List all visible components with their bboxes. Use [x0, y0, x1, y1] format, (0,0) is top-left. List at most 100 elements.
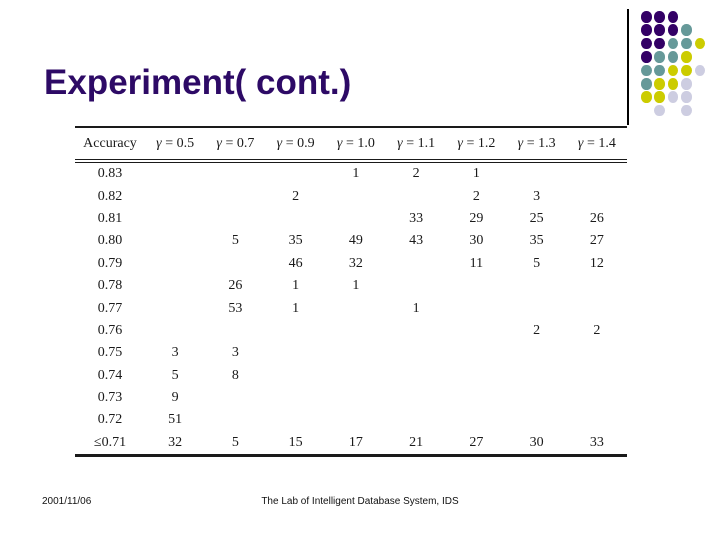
dot-purple — [667, 11, 679, 23]
dot-purple — [641, 11, 652, 23]
table-cell — [446, 297, 506, 319]
dot-lavender — [667, 91, 679, 103]
dot-purple — [654, 24, 665, 36]
dot-lavender — [681, 78, 692, 90]
table-cell — [386, 253, 446, 275]
table-cell — [266, 387, 326, 409]
table-cell: 17 — [325, 431, 386, 458]
dot-lavender — [654, 104, 665, 117]
dot-purple — [667, 24, 679, 36]
dot-yellow — [641, 91, 652, 103]
header-row: Accuracy γ = 0.5 γ = 0.7 γ = 0.9 γ = 1.0 γ = … — [75, 127, 627, 163]
row-label: 0.82 — [97, 188, 123, 204]
table-cell — [326, 208, 386, 230]
table-cell — [145, 253, 205, 275]
row-label: 0.75 — [97, 345, 123, 361]
table-cell — [386, 275, 446, 297]
column-header-gamma: γ = 1.1 — [386, 127, 447, 163]
table-cell: 3 — [533, 188, 541, 204]
table-cell — [386, 320, 446, 342]
column-header-gamma: γ = 0.5 — [145, 127, 206, 163]
dot-teal — [667, 51, 679, 63]
table-cell: 32 — [145, 431, 206, 458]
dot-yellow — [694, 37, 706, 50]
table-cell — [266, 409, 326, 431]
table-cell — [326, 320, 386, 342]
table-cell — [326, 185, 386, 207]
footer-date: 2001/11/06 — [42, 496, 92, 507]
dot-yellow — [681, 51, 692, 63]
table-cell — [386, 387, 446, 409]
table-cell: 26 — [228, 278, 243, 294]
row-label: 0.76 — [97, 322, 123, 338]
table-cell — [145, 185, 205, 207]
column-header-gamma: γ = 1.3 — [506, 127, 567, 163]
table-cell — [507, 297, 567, 319]
table-cell: 8 — [231, 367, 239, 383]
dot-yellow — [667, 78, 679, 90]
table-cell — [386, 342, 446, 364]
column-header-gamma: γ = 0.9 — [265, 127, 326, 163]
table-cell — [266, 342, 326, 364]
table-cell — [567, 409, 627, 431]
table-cell — [145, 297, 205, 319]
dot-yellow — [667, 64, 679, 77]
table-cell — [205, 208, 265, 230]
table-cell — [266, 161, 326, 185]
table-cell — [507, 161, 567, 185]
footer-credit: The Lab of Intelligent Database System, … — [261, 496, 459, 507]
table-cell — [446, 409, 506, 431]
dot-yellow — [654, 78, 665, 90]
table-cell — [386, 409, 446, 431]
table-cell — [567, 161, 627, 185]
table-cell — [567, 297, 627, 319]
gamma-symbol: γ — [156, 135, 162, 151]
table-cell: 11 — [469, 255, 484, 271]
table-cell: 33 — [409, 210, 424, 226]
table-cell — [446, 387, 506, 409]
decorative-vertical-line — [627, 9, 629, 125]
table-cell — [145, 230, 205, 252]
table-cell — [326, 365, 386, 387]
table-cell — [446, 275, 506, 297]
table-row: 0.78 26 1 1 — [75, 275, 627, 297]
table-row: ≤0.71 32 5 15 17 21 27 30 33 — [75, 431, 627, 458]
table-cell: 30 — [506, 431, 567, 458]
column-header-gamma: γ = 1.2 — [446, 127, 507, 163]
dot-purple — [641, 24, 652, 36]
dot-yellow — [681, 64, 692, 77]
dot-lavender — [681, 104, 692, 117]
table-cell — [507, 275, 567, 297]
table-cell: 51 — [168, 412, 183, 428]
table-cell — [567, 275, 627, 297]
table-row: 0.77 53 1 1 — [75, 297, 627, 319]
table-cell — [145, 208, 205, 230]
table-cell — [326, 387, 386, 409]
table-cell — [567, 387, 627, 409]
table-cell: 21 — [386, 431, 447, 458]
table-row: 0.80 5 35 49 43 30 35 27 — [75, 230, 627, 252]
table-cell: 2 — [292, 188, 300, 204]
row-label: 0.79 — [97, 255, 123, 271]
row-label: 0.77 — [97, 300, 123, 316]
row-label: 0.78 — [97, 278, 123, 294]
row-label: 0.81 — [97, 210, 123, 226]
table-cell: 1 — [412, 300, 420, 316]
table-cell: 5 — [231, 233, 239, 249]
table-cell — [145, 275, 205, 297]
table-cell: 27 — [589, 233, 604, 249]
table-cell — [446, 320, 506, 342]
table-cell: 43 — [409, 233, 424, 249]
dot-teal — [654, 51, 665, 63]
table-cell: 5 — [205, 431, 266, 458]
table-cell: 1 — [352, 278, 360, 294]
table-cell: 53 — [228, 300, 243, 316]
table-cell: 2 — [412, 166, 420, 182]
table-cell — [567, 342, 627, 364]
table-cell — [326, 297, 386, 319]
column-header-gamma: γ = 1.4 — [566, 127, 627, 163]
gamma-symbol: γ — [336, 135, 343, 151]
table-cell — [507, 342, 567, 364]
results-table: Accuracy γ = 0.5 γ = 0.7 γ = 0.9 γ = 1.0 γ = … — [75, 126, 627, 458]
table-cell — [386, 365, 446, 387]
